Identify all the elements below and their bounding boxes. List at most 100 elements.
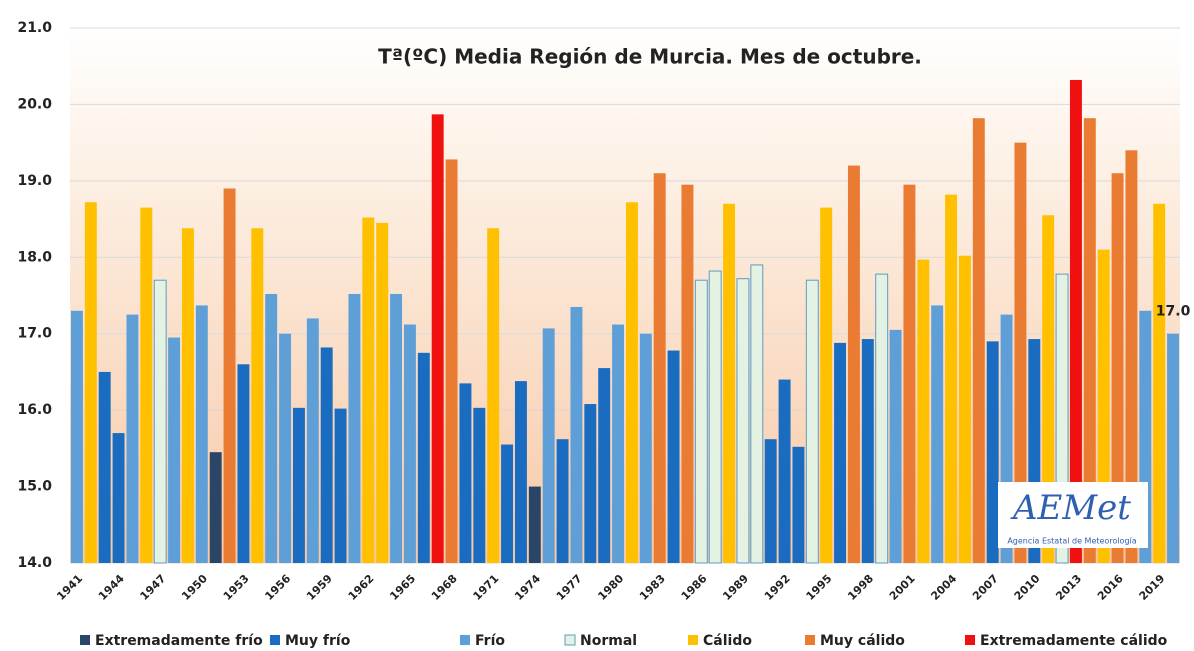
bar: [805, 279, 819, 564]
bar: [625, 202, 638, 563]
x-tick-label: 2007: [970, 572, 1001, 603]
logo-box: [998, 482, 1148, 548]
y-tick-label: 21.0: [17, 20, 52, 36]
y-tick-label: 17.0: [17, 326, 52, 342]
bar: [112, 433, 125, 563]
bar: [473, 407, 486, 563]
bar: [1028, 339, 1041, 563]
bar: [1167, 333, 1180, 563]
bar: [1000, 314, 1013, 563]
bar: [390, 293, 403, 563]
bar: [584, 404, 597, 563]
y-tick-label: 18.0: [17, 249, 52, 265]
bar: [708, 270, 722, 564]
bar: [279, 333, 292, 563]
bar: [140, 207, 153, 563]
bar: [251, 228, 264, 563]
y-tick-label: 19.0: [17, 173, 52, 189]
bar: [98, 371, 111, 563]
bar: [403, 324, 416, 563]
x-tick-label: 1989: [720, 572, 751, 603]
bar: [459, 383, 472, 563]
bar: [168, 337, 181, 563]
x-tick-label: 1992: [762, 572, 793, 603]
bar: [556, 439, 569, 563]
bar: [570, 306, 583, 563]
logo-subtitle: Agencia Estatal de Meteorología: [1007, 537, 1136, 546]
bar: [265, 293, 278, 563]
legend-label: Extremadamente cálido: [980, 633, 1168, 649]
x-tick-label: 1965: [387, 572, 418, 603]
legend-swatch: [688, 635, 698, 645]
bar: [417, 352, 430, 563]
bar: [1125, 150, 1138, 564]
bar: [736, 278, 750, 564]
bar: [723, 203, 736, 564]
x-tick-label: 1956: [262, 572, 293, 603]
x-tick-label: 1998: [845, 572, 876, 603]
y-tick-label: 15.0: [17, 479, 52, 495]
legend-swatch: [965, 635, 975, 645]
legend-swatch: [460, 635, 470, 645]
legend-label: Muy cálido: [820, 633, 905, 649]
bar: [792, 446, 805, 563]
y-tick-label: 20.0: [17, 96, 52, 112]
bar: [612, 324, 625, 563]
bar: [1111, 173, 1124, 563]
x-tick-label: 1941: [54, 572, 85, 603]
x-tick-label: 1986: [679, 572, 710, 603]
bar: [501, 444, 514, 563]
chart-title: Tª(ºC) Media Región de Murcia. Mes de oc…: [378, 45, 922, 69]
bar: [861, 339, 874, 563]
x-tick-label: 1944: [96, 572, 127, 603]
bar: [431, 114, 444, 563]
legend-label: Frío: [475, 633, 505, 649]
bar: [195, 305, 208, 563]
bar: [653, 173, 666, 563]
x-tick-label: 2010: [1012, 572, 1043, 603]
logo-text: AEMet: [1010, 488, 1131, 528]
bar: [598, 368, 611, 563]
bar: [487, 228, 500, 563]
x-tick-label: 2001: [887, 572, 918, 603]
bar: [834, 342, 847, 563]
bar: [1097, 249, 1110, 563]
bar: [348, 293, 361, 563]
bar: [237, 364, 250, 563]
x-tick-label: 1974: [512, 572, 543, 603]
x-tick-label: 2004: [928, 572, 959, 603]
x-tick-label: 1968: [429, 572, 460, 603]
bar: [292, 407, 305, 563]
bar: [376, 222, 389, 563]
x-tick-label: 1962: [346, 572, 377, 603]
bar: [84, 202, 97, 563]
x-tick-label: 1959: [304, 572, 335, 603]
bar: [445, 159, 458, 563]
bar: [306, 318, 319, 563]
bar: [126, 314, 139, 563]
bar: [1014, 142, 1027, 563]
bar: [334, 408, 347, 563]
x-tick-label: 1977: [554, 572, 585, 603]
bar: [528, 486, 541, 563]
bar: [209, 452, 222, 563]
bar: [986, 341, 999, 563]
bar: [362, 217, 375, 564]
value-label: 17.0: [1156, 304, 1191, 320]
bar: [320, 347, 333, 563]
bar: [875, 273, 889, 564]
bar: [153, 279, 167, 564]
bar: [889, 329, 902, 563]
x-tick-label: 1947: [138, 572, 169, 603]
logo: AEMet Agencia Estatal de Meteorología: [998, 482, 1148, 548]
bar: [181, 228, 194, 563]
x-tick-label: 2013: [1053, 572, 1084, 603]
bar: [917, 259, 930, 563]
legend-label: Cálido: [703, 633, 752, 649]
legend-swatch: [564, 634, 576, 646]
bar: [1069, 79, 1082, 563]
bar: [764, 439, 777, 563]
bar: [223, 188, 236, 563]
legend-swatch: [805, 635, 815, 645]
